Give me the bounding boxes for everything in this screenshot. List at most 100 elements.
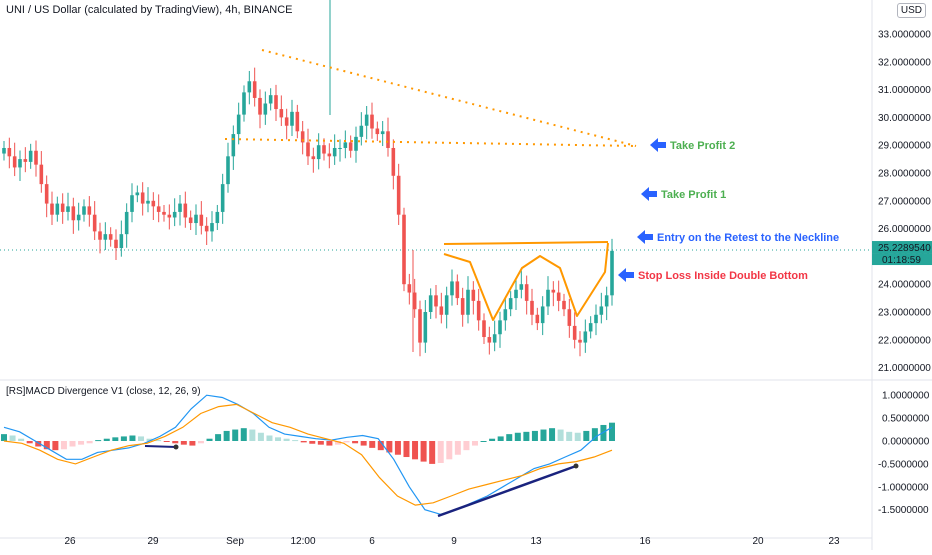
histogram-bar [206, 438, 213, 441]
candle-body [220, 184, 225, 212]
histogram-bar [412, 441, 419, 460]
candle-body [546, 289, 550, 307]
candle-body [140, 192, 145, 204]
candle-body [12, 156, 17, 168]
histogram-bar [557, 429, 564, 441]
candle-body [482, 320, 486, 338]
candle-body [380, 131, 385, 135]
histogram-bar [480, 441, 487, 442]
histogram-bar [180, 441, 187, 445]
last-price-box [872, 241, 932, 254]
time-tick-label: 6 [369, 536, 375, 547]
histogram-bar [240, 428, 247, 441]
histogram-bar [377, 441, 384, 451]
histogram-bar [69, 441, 76, 447]
candle-body [594, 314, 598, 324]
macd-tick-label: 0.0000000 [882, 437, 930, 448]
histogram-bar [103, 438, 110, 441]
candle-body [583, 331, 588, 343]
candle-body [471, 289, 476, 301]
histogram-bar [309, 441, 316, 444]
candle-body [199, 214, 204, 226]
histogram-bar [540, 429, 547, 441]
histogram-bar [18, 438, 25, 441]
candle-body [396, 175, 401, 215]
last-price-label: 25.2289540 [878, 243, 931, 254]
candle-body [370, 114, 374, 129]
candle-body [172, 211, 177, 218]
candle-body [428, 295, 433, 312]
candle-body [418, 309, 422, 343]
currency-badge[interactable]: USD [896, 3, 926, 18]
candle-body [562, 300, 566, 310]
candle-body [215, 211, 220, 224]
candle-body [226, 156, 230, 185]
candle-body [487, 337, 492, 343]
double-bottom-pattern [443, 242, 609, 321]
histogram-bar [223, 430, 230, 441]
histogram-bar [454, 441, 461, 455]
candle-body [108, 234, 113, 240]
candle-body [231, 134, 236, 157]
candle-body [364, 114, 369, 126]
histogram-bar [506, 434, 513, 441]
take-profit-1-label: Take Profit 1 [661, 189, 726, 201]
histogram-bar [317, 441, 324, 445]
histogram-bar [275, 437, 282, 441]
candle-body [210, 223, 214, 232]
candle-body [466, 289, 470, 315]
candle-body [300, 131, 305, 143]
histogram-bar [232, 429, 239, 441]
candle-body [242, 92, 246, 115]
candle-body [252, 81, 257, 98]
candle-body [98, 231, 102, 240]
histogram-bar [514, 432, 521, 441]
histogram-bar [360, 441, 367, 446]
candle-body [439, 306, 444, 315]
candle-body [407, 284, 412, 293]
candle-body [322, 145, 326, 154]
price-tick-label: 29.0000000 [878, 141, 931, 152]
candle-body [375, 128, 380, 135]
histogram-bar [497, 436, 504, 441]
candle-body [332, 147, 337, 157]
indicator-title[interactable]: [RS]MACD Divergence V1 (close, 12, 26, 9… [6, 386, 201, 397]
histogram-bar [1, 434, 7, 441]
candle-body [519, 284, 524, 290]
candle-body [514, 289, 518, 299]
macd-tick-label: -1.5000000 [878, 505, 929, 516]
candle-body [556, 292, 561, 301]
time-tick-label: Sep [226, 536, 244, 547]
histogram-bar [52, 441, 59, 451]
histogram-bar [292, 440, 299, 442]
histogram-bar [471, 441, 478, 446]
histogram-bar [249, 429, 256, 441]
candle-body [551, 289, 556, 293]
candle-body [460, 298, 465, 315]
candle-body [604, 295, 609, 307]
candle-body [354, 136, 358, 151]
candle-body [236, 114, 241, 135]
candle-body [316, 145, 321, 160]
histogram-bar [60, 441, 67, 450]
candle-body [343, 142, 348, 148]
candle-body [295, 111, 300, 132]
countdown-label: 01:18:59 [882, 255, 921, 266]
candle-body [39, 164, 44, 185]
histogram-bar [26, 441, 33, 444]
candle-body [204, 225, 209, 232]
candle-body [167, 214, 172, 218]
candle-body [588, 323, 593, 332]
histogram-bar [172, 441, 179, 444]
histogram-bar [352, 441, 359, 444]
descending-trendline [261, 49, 637, 147]
candle-body [71, 206, 76, 221]
candle-body [130, 195, 134, 212]
blue-arrow-icon [650, 138, 666, 152]
candle-body [284, 117, 289, 126]
macd-tick-label: 1.0000000 [882, 391, 930, 402]
countdown-box [872, 253, 932, 266]
time-tick-label: 23 [828, 536, 840, 547]
price-tick-label: 31.0000000 [878, 85, 931, 96]
